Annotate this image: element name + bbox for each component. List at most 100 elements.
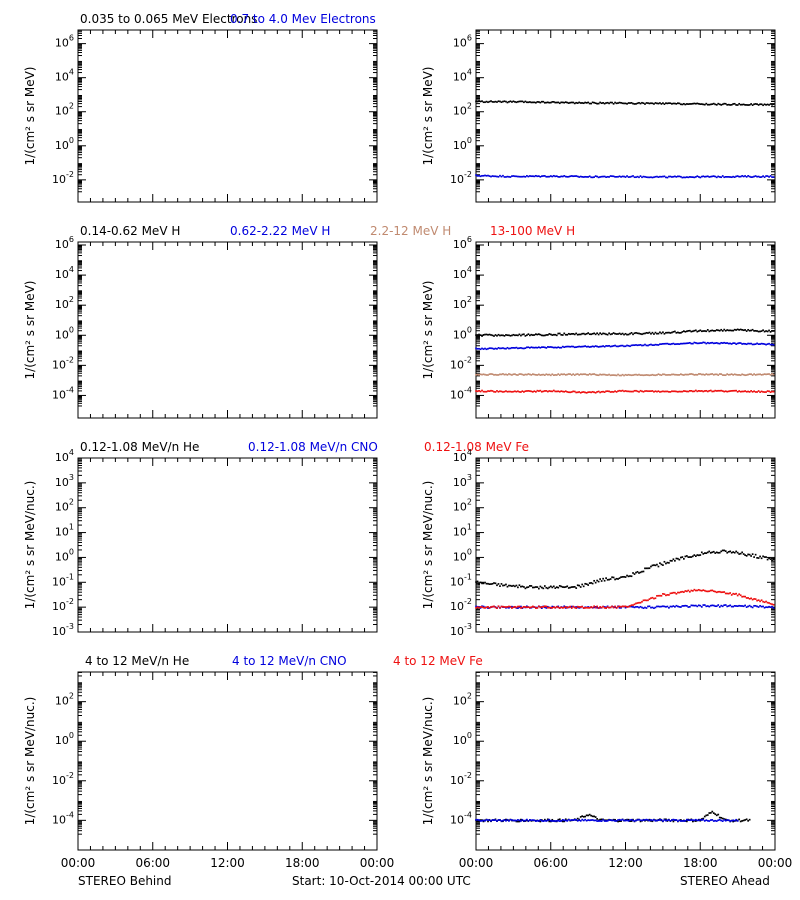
data-point (545, 334, 548, 336)
data-point (662, 342, 664, 345)
data-point (645, 567, 648, 570)
x-tick-label: 06:00 (135, 856, 170, 870)
y-tick-exponent: 6 (69, 34, 74, 43)
data-point (742, 595, 745, 598)
data-point (702, 341, 705, 344)
data-point (641, 101, 643, 104)
data-point (542, 606, 545, 608)
data-point (699, 604, 702, 607)
data-point (691, 342, 694, 345)
data-point (671, 605, 673, 608)
data-point (612, 819, 615, 822)
data-point (605, 333, 607, 336)
data-point (648, 818, 651, 821)
data-point (671, 819, 673, 821)
data-point (697, 389, 700, 392)
data-point (600, 606, 603, 609)
data-point (754, 391, 757, 393)
data-point (546, 605, 549, 608)
data-point (739, 374, 742, 377)
data-point (750, 176, 752, 178)
data-point (668, 331, 670, 334)
y-tick-label: 102 (453, 498, 472, 514)
data-point (735, 329, 738, 331)
data-point (744, 343, 746, 345)
data-point (514, 373, 516, 375)
data-point (765, 373, 767, 376)
data-point (747, 390, 749, 393)
data-point (668, 343, 670, 345)
data-point (499, 606, 501, 609)
data-point (678, 102, 681, 105)
data-point (727, 342, 730, 345)
data-point (741, 605, 744, 607)
data-point (620, 820, 622, 822)
data-point (760, 390, 763, 393)
data-point (711, 329, 714, 332)
series-tan (475, 373, 775, 377)
data-point (665, 331, 667, 334)
data-point (733, 605, 736, 607)
data-point (591, 373, 594, 376)
data-point (543, 175, 546, 177)
data-point (760, 605, 763, 608)
data-point (733, 328, 736, 331)
data-point (641, 819, 643, 822)
data-point (545, 607, 548, 609)
data-point (612, 391, 615, 393)
data-point (572, 373, 575, 375)
data-point (573, 175, 576, 177)
data-point (759, 176, 761, 179)
data-point (614, 175, 616, 178)
data-point (502, 584, 504, 587)
data-point (709, 373, 712, 376)
data-point (750, 342, 752, 345)
data-point (681, 331, 684, 333)
data-point (662, 373, 664, 376)
data-point (709, 589, 712, 592)
data-point (572, 333, 575, 335)
data-point (587, 584, 590, 586)
data-point (599, 820, 601, 822)
x-tick-label: 00:00 (61, 856, 96, 870)
data-point (487, 333, 489, 336)
data-point (594, 816, 597, 818)
data-point (700, 330, 703, 333)
series-blue (475, 818, 739, 823)
data-point (506, 606, 509, 608)
y-tick-exponent: 1 (69, 523, 74, 532)
y-tick-exponent: 2 (69, 692, 74, 701)
data-point (678, 591, 681, 594)
data-point (618, 577, 621, 579)
data-point (602, 102, 604, 104)
data-point (683, 605, 685, 607)
data-point (505, 583, 507, 586)
data-point (677, 331, 679, 334)
y-tick-exponent: 2 (467, 295, 472, 304)
data-point (476, 175, 479, 177)
data-point (651, 606, 654, 609)
data-point (503, 819, 506, 821)
data-point (712, 175, 715, 177)
data-point (644, 374, 646, 377)
data-point (527, 606, 530, 608)
data-point (696, 390, 699, 393)
data-point (706, 551, 709, 554)
data-point (711, 390, 714, 393)
data-point (671, 390, 673, 393)
data-point (554, 346, 557, 349)
data-point (729, 104, 732, 106)
data-point (703, 589, 706, 592)
data-point (738, 553, 741, 555)
data-point (677, 557, 679, 560)
data-point (564, 586, 567, 588)
data-point (573, 606, 576, 609)
data-point (714, 389, 717, 392)
data-point (712, 373, 715, 376)
data-point (645, 344, 648, 347)
data-point (554, 101, 557, 104)
data-point (500, 347, 503, 350)
data-point (745, 176, 748, 178)
data-point (648, 605, 651, 608)
